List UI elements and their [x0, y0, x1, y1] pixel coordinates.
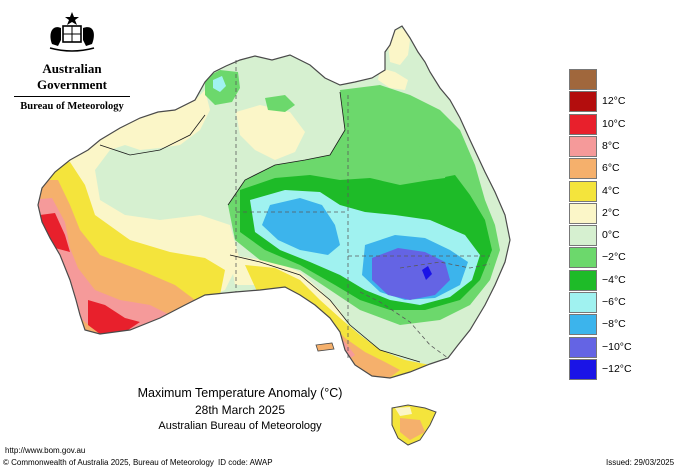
- legend-label: 2°C: [602, 206, 620, 219]
- legend-swatch: [569, 158, 597, 180]
- wa-red-core: [40, 213, 70, 252]
- legend-swatch: [569, 336, 597, 358]
- legend-label: −2°C: [602, 251, 626, 264]
- gov-name: Australian Government: [36, 61, 108, 92]
- kangaroo-island: [315, 342, 335, 352]
- legend-swatch: [569, 269, 597, 291]
- legend-swatch: [569, 247, 597, 269]
- legend-swatch: [569, 292, 597, 313]
- map-date: 28th March 2025: [194, 403, 286, 417]
- legend-swatch: [569, 358, 597, 380]
- issued-date: Issued: 29/03/2025: [606, 458, 675, 467]
- legend-label: −4°C: [602, 273, 626, 286]
- legend-swatch: [569, 135, 597, 157]
- legend-swatch: [569, 91, 597, 113]
- color-scale-legend: 12°C 10°C 8°C 6°C 4°C 2°C 0°C −2°C −4°C −6°C −8°C −…: [569, 69, 669, 381]
- legend-label: 4°C: [602, 184, 620, 197]
- id-code: ID code: AWAP: [218, 458, 273, 467]
- map-title: Maximum Temperature Anomaly (°C): [137, 386, 343, 400]
- wa-red-south: [88, 300, 140, 334]
- contour-lines: [99, 91, 421, 363]
- legend-swatch: [569, 113, 597, 135]
- copyright-notice: © Commonwealth of Australia 2025, Bureau…: [3, 458, 214, 467]
- legend-swatch: [569, 69, 597, 90]
- legend-label: −6°C: [602, 296, 626, 308]
- mainland-coastline: [37, 25, 511, 379]
- legend-label: −8°C: [602, 318, 626, 331]
- central-north-green-patch: [265, 95, 295, 112]
- qld-coast-pale: [378, 68, 408, 90]
- coat-of-arms-icon: [49, 12, 95, 52]
- legend-swatch: [569, 202, 597, 224]
- tasmania-orange-patch: [400, 418, 425, 440]
- cool-deep-blue-point: [422, 266, 432, 280]
- legend-label: −12°C: [602, 362, 632, 375]
- legend-label: 12°C: [602, 95, 626, 108]
- map-source: Australian Bureau of Meteorology: [158, 420, 322, 432]
- central-light-blob: [236, 105, 305, 160]
- legend-label: 10°C: [602, 117, 626, 130]
- cool-blue-core: [372, 248, 450, 300]
- top-end-cyan-patch: [213, 76, 226, 92]
- kimberley-pale-region: [120, 90, 210, 150]
- legend-swatch: [569, 225, 597, 247]
- qld-east-green-patch: [418, 140, 450, 180]
- wa-pink-band: [38, 198, 170, 334]
- state-borders: [235, 60, 491, 360]
- legend-label: 0°C: [602, 229, 620, 242]
- legend-label: −10°C: [602, 340, 632, 353]
- qld-cape-pale: [388, 28, 410, 65]
- legend-label: 6°C: [602, 162, 620, 175]
- legend-label: 8°C: [602, 139, 620, 152]
- legend-swatch: [569, 180, 597, 202]
- website-url[interactable]: http://www.bom.gov.au: [5, 446, 86, 455]
- map-title-block: Maximum Temperature Anomaly (°C) 28th Ma…: [90, 386, 390, 432]
- government-logo: Australian Government Bureau of Meteorol…: [8, 10, 136, 112]
- legend-swatch: [569, 314, 597, 336]
- tasmania-pale-patch: [395, 407, 412, 416]
- agency-name: Bureau of Meteorology: [20, 101, 124, 112]
